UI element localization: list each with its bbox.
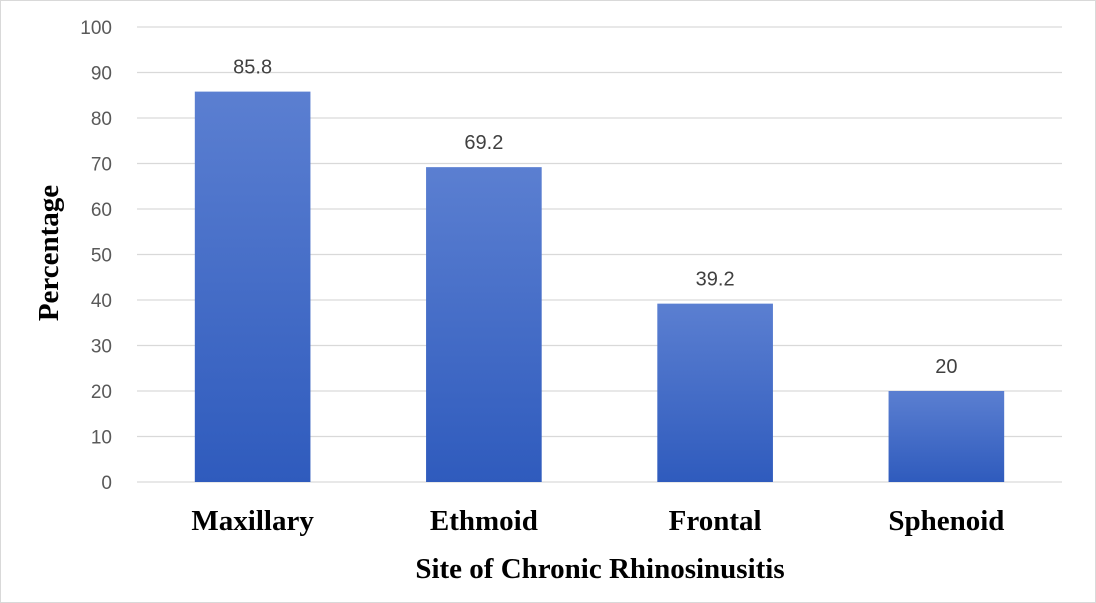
y-tick-label: 80 (91, 109, 112, 130)
x-axis-categories: Maxillary Ethmoid Frontal Sphenoid (191, 505, 1004, 537)
y-tick-label: 50 (91, 246, 112, 267)
y-axis-ticks: 0 10 20 30 40 50 60 70 80 90 100 (80, 18, 112, 494)
data-label-ethmoid: 69.2 (464, 132, 503, 154)
y-tick-label: 10 (91, 428, 112, 449)
y-axis-title: Percentage (33, 185, 65, 321)
y-tick-label: 90 (91, 64, 112, 85)
x-tick-label-maxillary: Maxillary (191, 505, 314, 537)
y-tick-label: 30 (91, 337, 112, 358)
y-tick-label: 100 (80, 18, 112, 39)
x-tick-label-sphenoid: Sphenoid (888, 505, 1004, 537)
bar-maxillary (194, 91, 311, 483)
y-tick-label: 0 (101, 473, 112, 494)
y-tick-label: 70 (91, 155, 112, 176)
bar-ethmoid (426, 167, 542, 482)
y-tick-label: 40 (91, 291, 112, 312)
data-label-frontal: 39.2 (696, 269, 735, 291)
y-tick-label: 60 (91, 200, 112, 221)
bar-sphenoid (888, 391, 1005, 482)
y-tick-label: 20 (91, 382, 112, 403)
x-axis-title: Site of Chronic Rhinosinusitis (415, 553, 784, 585)
bar-frontal (657, 303, 773, 482)
data-label-sphenoid: 20 (935, 356, 957, 378)
x-tick-label-ethmoid: Ethmoid (430, 505, 538, 537)
bars (194, 91, 1005, 483)
data-label-maxillary: 85.8 (233, 57, 272, 79)
data-labels: 85.8 69.2 39.2 20 (233, 57, 957, 378)
x-tick-label-frontal: Frontal (669, 505, 762, 537)
